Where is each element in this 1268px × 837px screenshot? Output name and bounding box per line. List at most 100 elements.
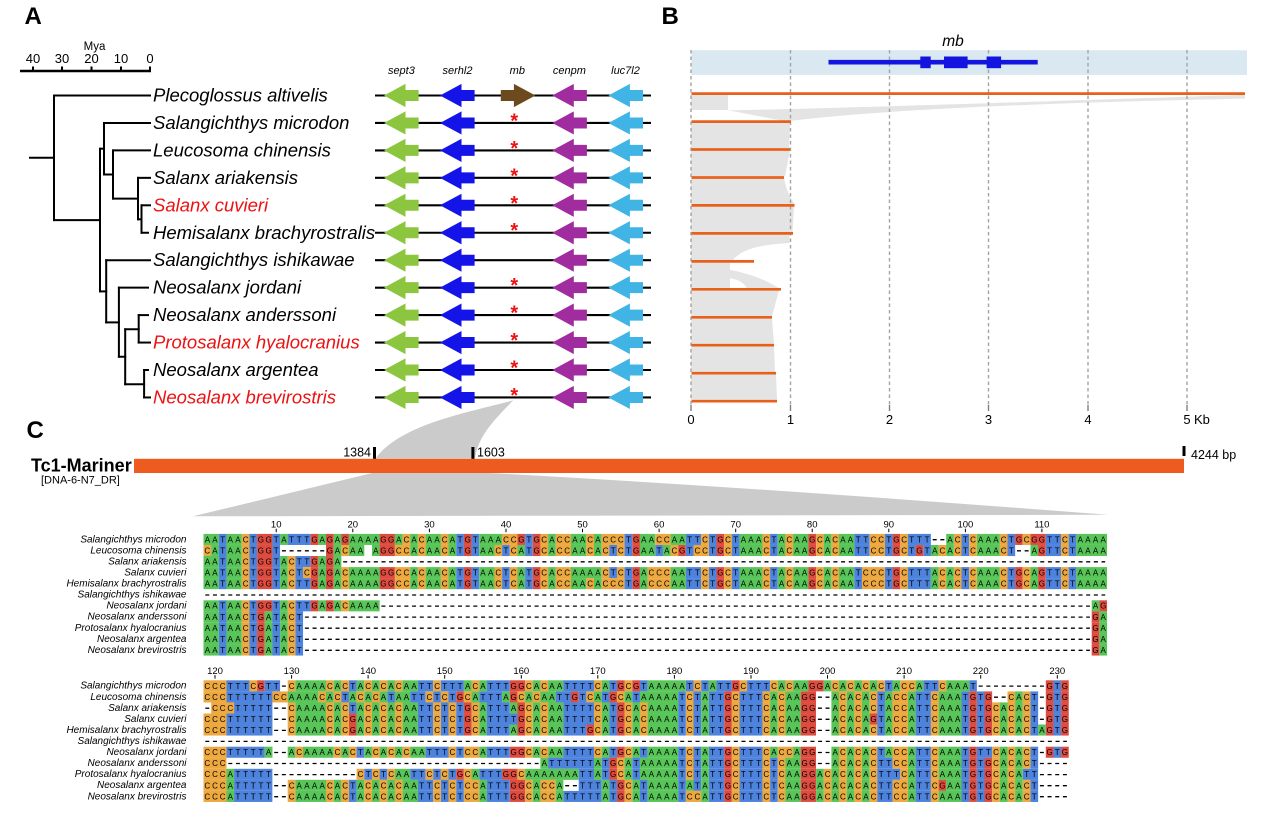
svg-text:CCCTTTTTTCCAAAACACTACACATAATTC: CCCTTTTTTCCAAAACACTACACATAATTCTCTGCATTTA… — [204, 693, 1068, 702]
svg-text:Tc1-Mariner: Tc1-Mariner — [31, 456, 132, 476]
svg-text:*: * — [510, 330, 518, 352]
svg-text:CCCATTTTTTATGCATAAAAATCTATTGCT: CCCATTTTTTATGCATAAAAATCTATTGCTTTCTCAAGGA… — [204, 759, 1036, 768]
svg-text:4244 bp: 4244 bp — [1191, 448, 1236, 462]
svg-text:cenpm: cenpm — [553, 65, 586, 77]
svg-text:Protosalanx hyalocranius: Protosalanx hyalocranius — [75, 769, 187, 780]
svg-text:Salangichthys microdon: Salangichthys microdon — [80, 534, 187, 545]
svg-text:CCCATTTTTCTCTCAATTCTCTGCATTTGG: CCCATTTTTCTCTCAATTCTCTGCATTTGGCAAAAAAATT… — [204, 770, 1036, 779]
svg-text:Neosalanx argentea: Neosalanx argentea — [97, 780, 187, 791]
svg-text:100: 100 — [957, 520, 973, 531]
svg-text:40: 40 — [501, 520, 512, 531]
svg-text:170: 170 — [590, 666, 606, 677]
svg-text:Neosalanx brevirostris: Neosalanx brevirostris — [88, 645, 187, 656]
svg-text:200: 200 — [820, 666, 836, 677]
svg-text:Neosalanx brevirostris: Neosalanx brevirostris — [153, 386, 336, 407]
svg-text:serhl2: serhl2 — [443, 65, 473, 77]
svg-text:1603: 1603 — [477, 446, 505, 460]
svg-text:70: 70 — [730, 520, 741, 531]
svg-text:220: 220 — [973, 666, 989, 677]
svg-text:Salanx ariakensis: Salanx ariakensis — [108, 556, 186, 567]
svg-text:Mya: Mya — [84, 41, 106, 53]
svg-text:*: * — [510, 111, 518, 133]
svg-text:*: * — [510, 385, 518, 407]
svg-text:*: * — [510, 358, 518, 380]
svg-text:CCCTTTTTCAAAACACTACACACAATTCTC: CCCTTTTTCAAAACACTACACACAATTCTCTGCATTTAGC… — [212, 704, 1068, 713]
svg-text:130: 130 — [284, 666, 300, 677]
svg-text:Neosalanx jordani: Neosalanx jordani — [106, 601, 187, 612]
svg-text:mb: mb — [510, 65, 525, 77]
svg-text:30: 30 — [55, 51, 69, 66]
svg-text:Neosalanx anderssoni: Neosalanx anderssoni — [88, 758, 188, 769]
svg-text:CCCATTTTTCAAAACACTACACACAATTCT: CCCATTTTTCAAAACACTACACACAATTCTCTCCATTTGG… — [204, 781, 1036, 790]
svg-text:C: C — [27, 417, 44, 444]
svg-text:Salangichthys microdon: Salangichthys microdon — [153, 112, 349, 133]
svg-text:CCCTTTTTTCAAAACACGACACACAATTCT: CCCTTTTTTCAAAACACGACACACAATTCTCTGCATTTTG… — [204, 715, 1068, 724]
svg-text:90: 90 — [884, 520, 895, 531]
svg-text:AATAACTGGTACTTGAGACAAAAGGCCACA: AATAACTGGTACTTGAGACAAAAGGCCACAACATGTAACT… — [205, 580, 1107, 589]
svg-text:Neosalanx anderssoni: Neosalanx anderssoni — [153, 304, 337, 325]
svg-text:Kb: Kb — [1194, 412, 1210, 427]
svg-text:40: 40 — [26, 51, 40, 66]
svg-text:Hemisalanx brachyrostralis: Hemisalanx brachyrostralis — [153, 222, 375, 243]
svg-text:Salanx cuvieri: Salanx cuvieri — [124, 568, 187, 579]
svg-text:120: 120 — [207, 666, 223, 677]
svg-text:*: * — [510, 138, 518, 160]
svg-text:Neosalanx anderssoni: Neosalanx anderssoni — [88, 612, 188, 623]
svg-text:50: 50 — [577, 520, 588, 531]
svg-text:*: * — [510, 220, 518, 242]
svg-text:30: 30 — [424, 520, 435, 531]
svg-text:5: 5 — [1183, 412, 1190, 427]
svg-text:Neosalanx jordani: Neosalanx jordani — [153, 277, 302, 298]
svg-text:A: A — [25, 3, 42, 30]
svg-text:110: 110 — [1034, 520, 1049, 531]
svg-text:Salangichthys ishikawae: Salangichthys ishikawae — [78, 736, 187, 747]
svg-text:2: 2 — [886, 412, 893, 427]
svg-text:*: * — [510, 165, 518, 187]
svg-text:1384: 1384 — [343, 446, 371, 460]
svg-text:0: 0 — [146, 51, 153, 66]
svg-text:4: 4 — [1084, 412, 1091, 427]
svg-text:Plecoglossus altivelis: Plecoglossus altivelis — [153, 85, 328, 106]
svg-text:Salanx ariakensis: Salanx ariakensis — [108, 703, 186, 714]
svg-text:Hemisalanx brachyrostralis: Hemisalanx brachyrostralis — [66, 725, 186, 736]
svg-text:140: 140 — [360, 666, 376, 677]
svg-text:*: * — [510, 193, 518, 215]
svg-text:Neosalanx brevirostris: Neosalanx brevirostris — [88, 791, 187, 802]
svg-text:190: 190 — [743, 666, 759, 677]
svg-text:mb: mb — [942, 33, 964, 50]
svg-text:60: 60 — [654, 520, 665, 531]
svg-text:210: 210 — [896, 666, 912, 677]
svg-text:Salanx cuvieri: Salanx cuvieri — [153, 194, 269, 215]
svg-text:Salangichthys microdon: Salangichthys microdon — [80, 681, 187, 692]
svg-text:*: * — [510, 303, 518, 325]
svg-text:Salangichthys ishikawae: Salangichthys ishikawae — [78, 590, 187, 601]
svg-text:Salanx cuvieri: Salanx cuvieri — [124, 714, 187, 725]
svg-text:luc7l2: luc7l2 — [611, 65, 640, 77]
svg-text:*: * — [510, 275, 518, 297]
svg-text:160: 160 — [513, 666, 529, 677]
svg-text:sept3: sept3 — [388, 65, 416, 77]
svg-text:0: 0 — [687, 412, 694, 427]
svg-text:20: 20 — [348, 520, 359, 531]
svg-text:Leucosoma chinensis: Leucosoma chinensis — [90, 545, 186, 556]
svg-text:Protosalanx hyalocranius: Protosalanx hyalocranius — [153, 332, 360, 353]
svg-text:10: 10 — [114, 51, 128, 66]
svg-text:80: 80 — [807, 520, 818, 531]
svg-text:CCCTTTTTTCAAAACACGACACACAATTCT: CCCTTTTTTCAAAACACGACACACAATTCTCTGCATTTAG… — [204, 726, 1068, 735]
svg-text:AATAACTGGTATTTGAGAGAAAAGGACACA: AATAACTGGTATTTGAGAGAAAAGGACACAACATGTAAAC… — [205, 535, 1107, 544]
svg-text:1: 1 — [787, 412, 794, 427]
svg-text:20: 20 — [84, 51, 98, 66]
svg-text:230: 230 — [1049, 666, 1065, 677]
svg-text:Neosalanx argentea: Neosalanx argentea — [153, 359, 319, 380]
svg-text:3: 3 — [985, 412, 992, 427]
svg-text:Neosalanx argentea: Neosalanx argentea — [97, 634, 187, 645]
svg-text:Hemisalanx brachyrostralis: Hemisalanx brachyrostralis — [66, 579, 186, 590]
svg-text:Salanx ariakensis: Salanx ariakensis — [153, 167, 298, 188]
svg-text:Neosalanx jordani: Neosalanx jordani — [106, 747, 187, 758]
svg-text:CCCTTTCGTTCAAAACACTACACACAATTC: CCCTTTCGTTCAAAACACTACACACAATTCTTTACATTTG… — [204, 682, 1068, 691]
svg-text:CCCATTTTTCAAAACACTACACACAATTCT: CCCATTTTTCAAAACACTACACACAATTCTCTCCATTTGG… — [204, 792, 1036, 801]
svg-text:B: B — [662, 3, 679, 30]
svg-text:Leucosoma chinensis: Leucosoma chinensis — [153, 139, 331, 160]
svg-text:CCCTTTTTAACAAAACACTACACACAATTT: CCCTTTTTAACAAAACACTACACACAATTTCTCCATTTGG… — [204, 748, 1068, 757]
svg-text:180: 180 — [666, 666, 682, 677]
